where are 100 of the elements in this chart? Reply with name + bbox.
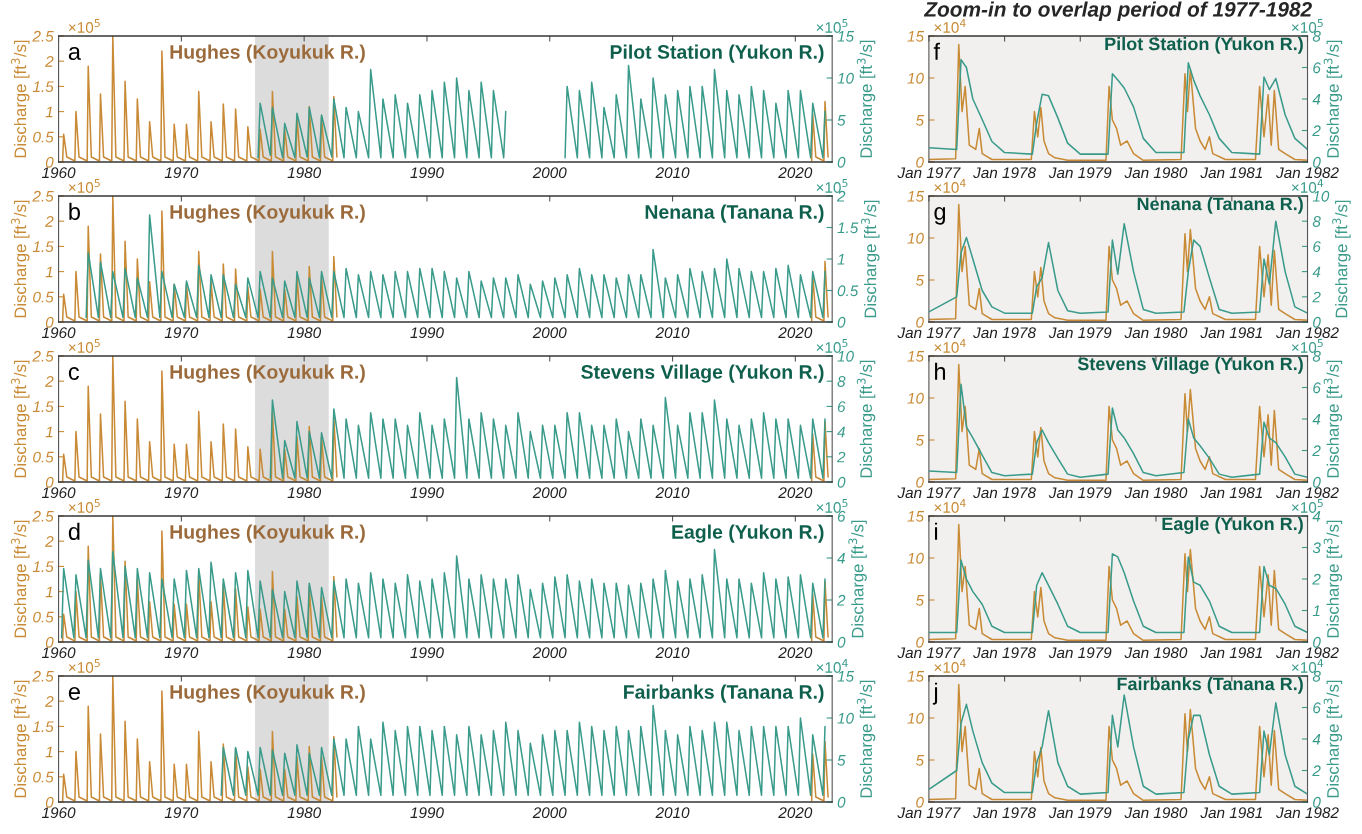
y-axis-title: Discharge [ft$^{3}$/s] bbox=[11, 520, 30, 638]
y2-tick-label: 2 bbox=[1312, 573, 1321, 585]
y2-tick-label: 6 bbox=[837, 401, 846, 413]
x-tick-label: Jan 1982 bbox=[1276, 647, 1339, 659]
x-tick-label: 1980 bbox=[287, 487, 322, 499]
text: ×10$^{5}$ bbox=[68, 179, 100, 193]
series-label: Hughes (Koyukuk R.) bbox=[170, 524, 365, 543]
x-tick-label: 1970 bbox=[164, 327, 199, 339]
y-tick-label: 0 bbox=[916, 316, 924, 328]
series-label: Pilot Station (Yukon R.) bbox=[1105, 37, 1303, 54]
y-tick-label: 15 bbox=[907, 671, 925, 682]
y-axis-title: Discharge [ft$^{3}$/s] bbox=[11, 360, 30, 478]
y2-tick-label: 1.5 bbox=[837, 222, 859, 234]
y-tick-label: 15 bbox=[907, 31, 925, 42]
y2-tick-label: 0 bbox=[1313, 156, 1321, 168]
x-tick-label: 2020 bbox=[778, 487, 813, 499]
series-label: Hughes (Koyukuk R.) bbox=[170, 364, 365, 383]
series-label: Eagle (Yukon R.) bbox=[672, 524, 824, 543]
y2-tick-label: 1 bbox=[1312, 605, 1320, 617]
y-tick-label: 0 bbox=[45, 796, 54, 808]
y-tick-label: 1 bbox=[45, 746, 53, 758]
y-tick-label: 2 bbox=[45, 376, 54, 387]
x-tick-label: Jan 1980 bbox=[1124, 487, 1188, 499]
x-tick-label: 1970 bbox=[164, 487, 199, 499]
series-label: Nenana (Tanana R.) bbox=[1137, 197, 1303, 214]
y2-tick-label: 1 bbox=[837, 254, 845, 265]
y2-tick-label: 10 bbox=[837, 712, 854, 724]
y-tick-label: 1 bbox=[45, 586, 53, 598]
x-tick-label: 1970 bbox=[164, 807, 199, 819]
text: ×10$^{4}$ bbox=[934, 179, 966, 193]
y2-tick-label: 0 bbox=[837, 156, 846, 168]
series-label: Hughes (Koyukuk R.) bbox=[170, 684, 365, 703]
x-tick-label: 1990 bbox=[410, 807, 444, 819]
x-tick-label: Jan 1979 bbox=[1048, 327, 1112, 339]
x-tick-label: Jan 1980 bbox=[1124, 807, 1188, 819]
series-label: Fairbanks (Tanana R.) bbox=[624, 684, 824, 703]
y2-tick-label: 0 bbox=[837, 796, 846, 808]
x-tick-label: 1990 bbox=[410, 487, 444, 499]
x-tick-label: 1960 bbox=[41, 807, 76, 819]
y-tick-label: 10 bbox=[907, 232, 924, 244]
y-tick-label: 0 bbox=[916, 476, 924, 488]
x-tick-label: Jan 1980 bbox=[1124, 327, 1188, 339]
annotation: j bbox=[932, 682, 938, 705]
x-tick-label: Jan 1979 bbox=[1048, 647, 1112, 659]
text: ×10$^{5}$ bbox=[68, 499, 100, 513]
series-label: Hughes (Koyukuk R.) bbox=[170, 204, 365, 223]
y2-tick-label: 15 bbox=[837, 671, 855, 682]
y-tick-label: 0.5 bbox=[33, 771, 54, 783]
y-tick-label: 15 bbox=[907, 191, 925, 202]
x-tick-label: Jan 1980 bbox=[1124, 647, 1188, 659]
y-tick-label: 5 bbox=[915, 115, 925, 126]
x-tick-label: Jan 1978 bbox=[973, 327, 1036, 339]
text: ×10$^{5}$ bbox=[68, 339, 100, 353]
y2-tick-label: 2 bbox=[836, 451, 846, 463]
x-tick-label: 2000 bbox=[532, 327, 567, 339]
x-tick-label: 1970 bbox=[164, 167, 199, 179]
annotation: d bbox=[68, 522, 80, 540]
x-tick-label: 2010 bbox=[655, 487, 690, 499]
y-tick-label: 10 bbox=[907, 552, 924, 564]
x-tick-label: Jan 1977 bbox=[897, 807, 961, 819]
y2-axis-title: Discharge [ft$^{3}$/s] bbox=[856, 360, 876, 478]
series-label: Fairbanks (Tanana R.) bbox=[1117, 677, 1303, 694]
x-tick-label: 1970 bbox=[164, 647, 199, 659]
x-tick-label: Jan 1980 bbox=[1124, 167, 1188, 179]
y-tick-label: 10 bbox=[907, 392, 924, 404]
y2-tick-label: 2 bbox=[836, 594, 846, 606]
annotation: f bbox=[933, 42, 941, 60]
y-tick-label: 0 bbox=[916, 796, 924, 808]
y2-axis-title: Discharge [ft$^{3}$/s] bbox=[856, 40, 876, 158]
y2-tick-label: 0.5 bbox=[837, 285, 859, 297]
x-tick-label: Jan 1977 bbox=[897, 327, 961, 339]
y-tick-label: 10 bbox=[907, 72, 924, 84]
y2-tick-label: 6 bbox=[1313, 62, 1321, 74]
y-tick-label: 0 bbox=[45, 476, 54, 488]
y-tick-label: 0 bbox=[916, 636, 924, 648]
series-label: Stevens Village (Yukon R.) bbox=[581, 364, 824, 383]
annotation: g bbox=[934, 207, 946, 225]
series-label: Hughes (Koyukuk R.) bbox=[170, 44, 365, 63]
x-tick-label: Jan 1978 bbox=[973, 807, 1036, 819]
y-tick-label: 1 bbox=[45, 106, 53, 118]
x-tick-label: 1960 bbox=[41, 647, 76, 659]
text: ×10$^{5}$ bbox=[68, 19, 100, 33]
x-tick-label: Jan 1982 bbox=[1276, 327, 1339, 339]
y2-tick-label: 0 bbox=[1313, 316, 1321, 328]
x-tick-label: Jan 1978 bbox=[973, 167, 1036, 179]
y-tick-label: 2 bbox=[45, 216, 54, 227]
x-tick-label: 2020 bbox=[778, 807, 813, 819]
y2-tick-label: 3 bbox=[1312, 542, 1321, 554]
y2-tick-label: 2 bbox=[1312, 765, 1321, 777]
x-tick-label: 2000 bbox=[532, 647, 567, 659]
y2-axis-title: Discharge [ft$^{3}$/s] bbox=[1323, 680, 1343, 798]
y2-tick-label: 5 bbox=[837, 115, 846, 126]
y-tick-label: 2.5 bbox=[32, 350, 54, 362]
y2-tick-label: 4 bbox=[837, 426, 845, 438]
x-tick-label: 2000 bbox=[532, 487, 567, 499]
y-tick-label: 0.5 bbox=[33, 131, 54, 143]
x-tick-label: 2010 bbox=[655, 167, 690, 179]
x-tick-label: 2020 bbox=[778, 167, 813, 179]
y2-axis-title: Discharge [ft$^{3}$/s] bbox=[1323, 360, 1343, 478]
text: Stevens Village (Yukon R.) bbox=[1077, 356, 1303, 374]
